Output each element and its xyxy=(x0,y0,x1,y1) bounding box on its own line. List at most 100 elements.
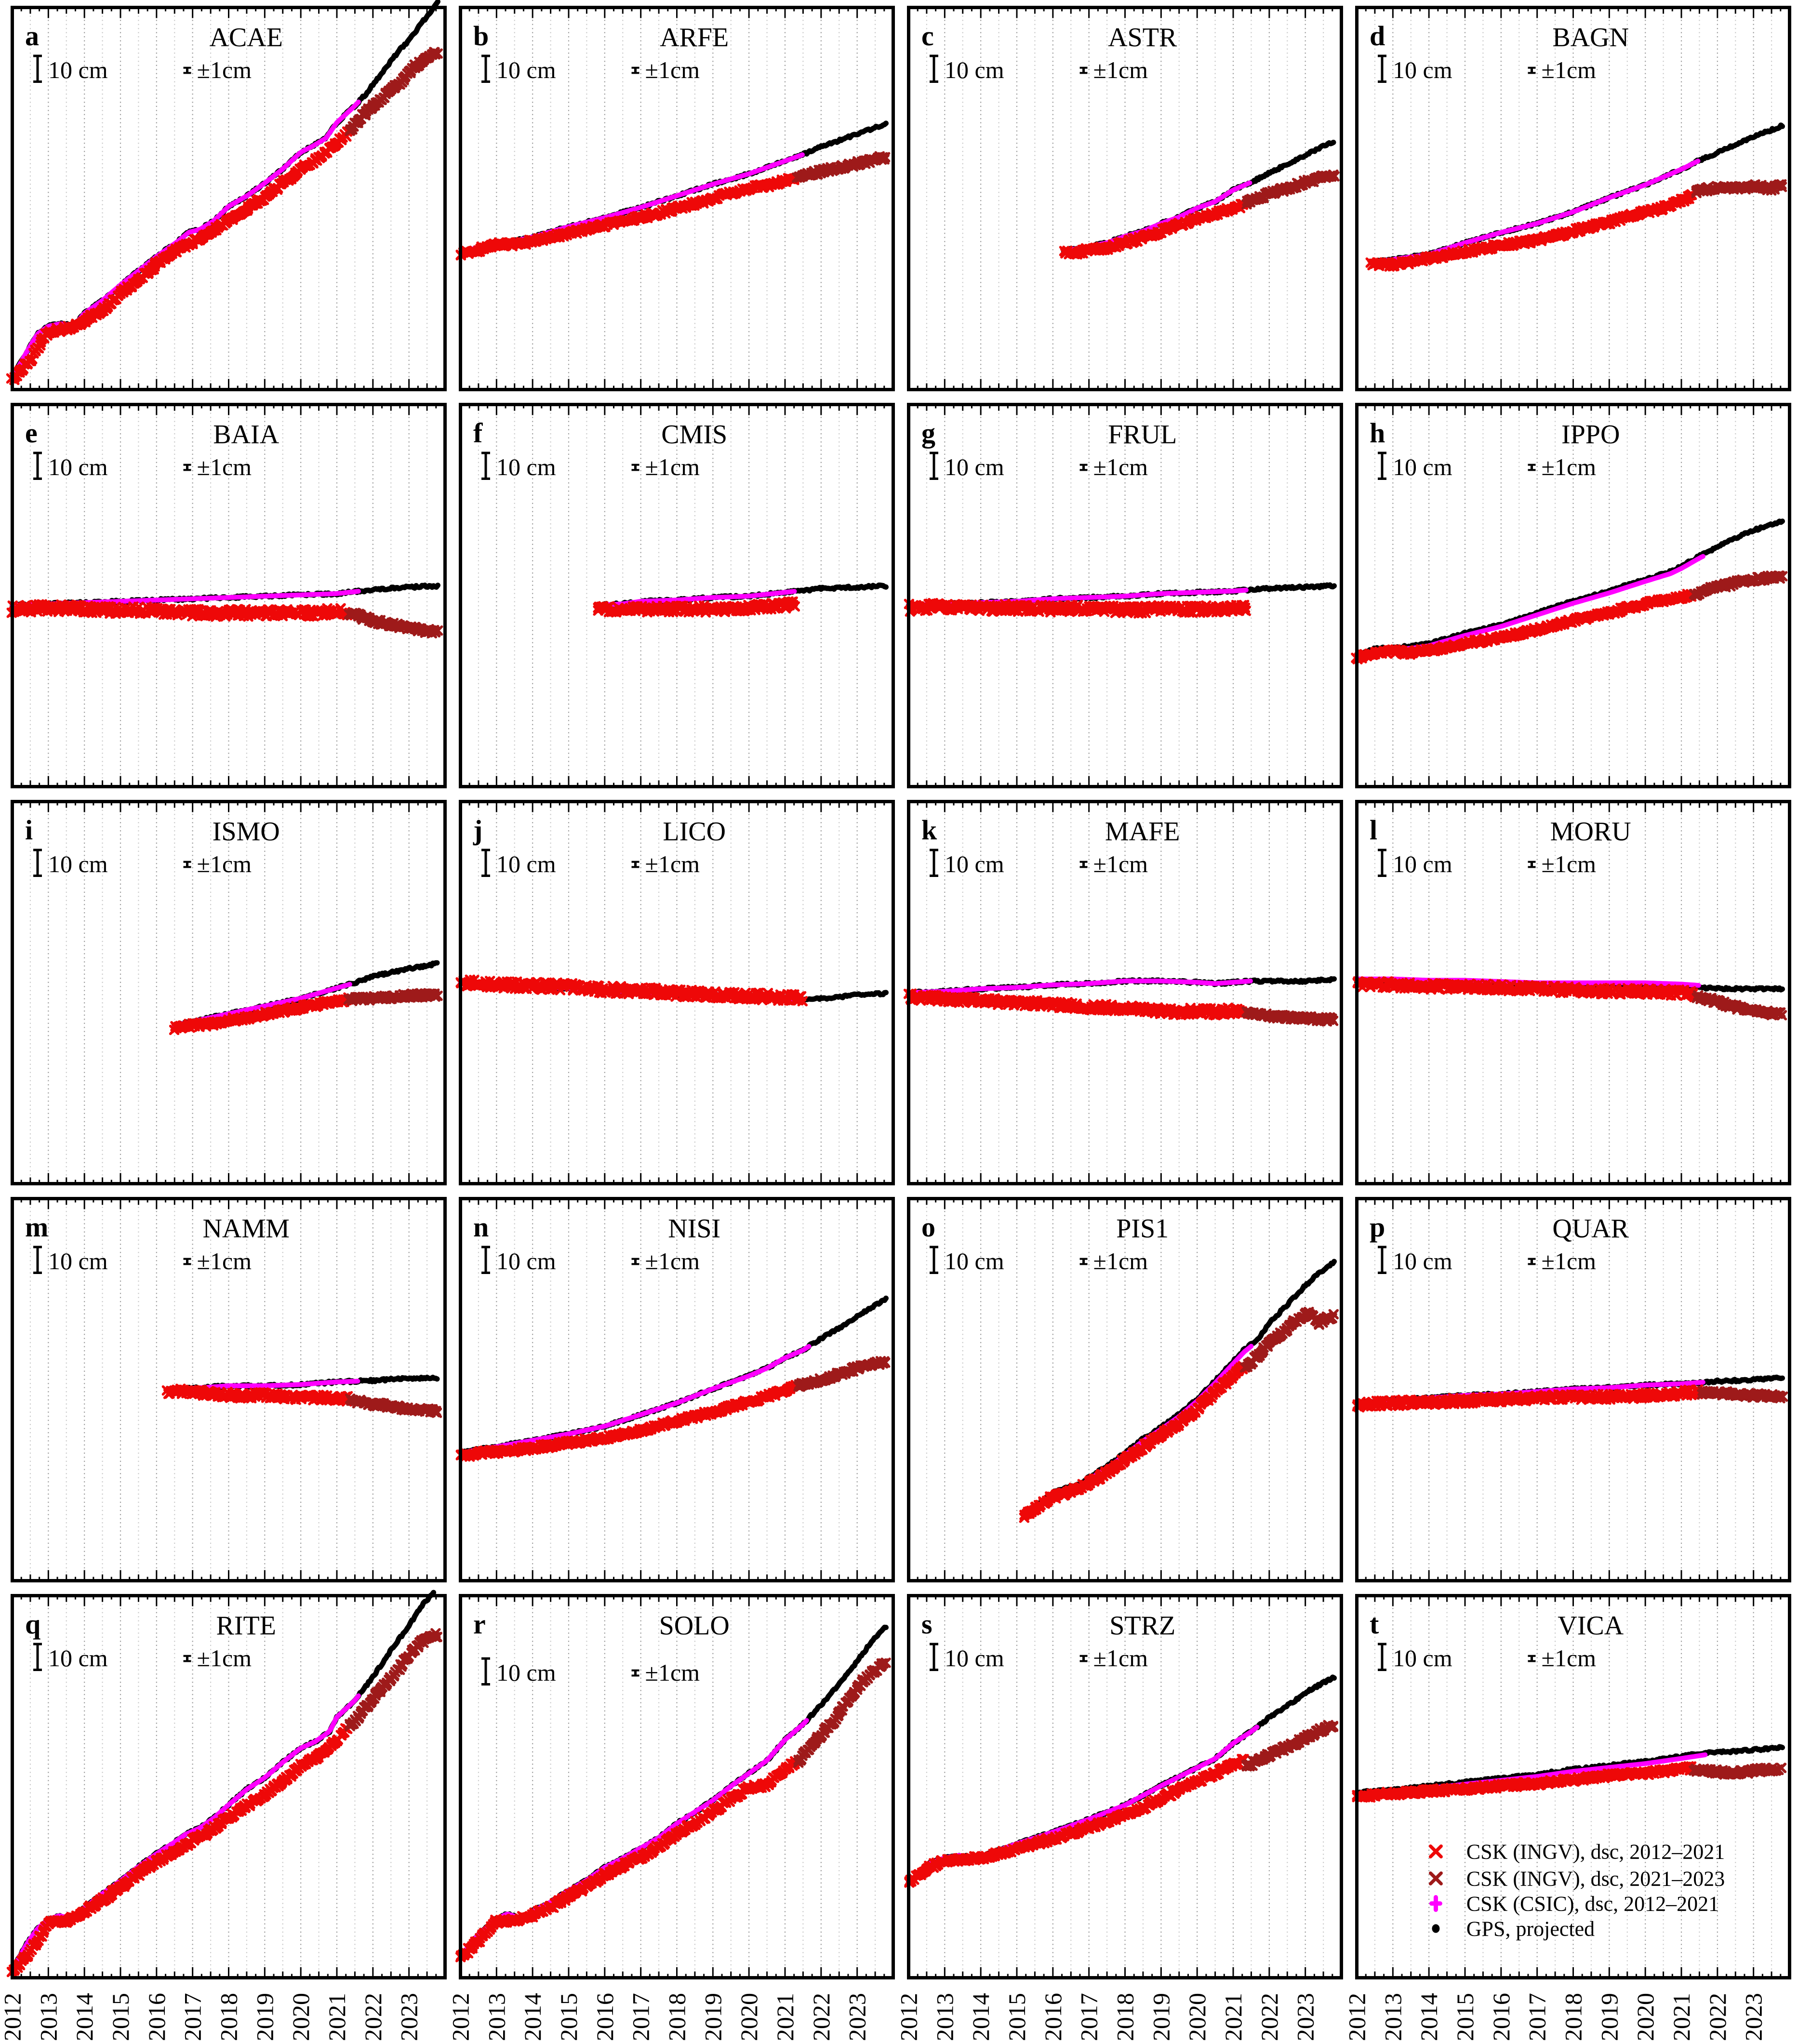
error-bar-1cm: ±1cm xyxy=(1079,453,1148,480)
panel-title: ISMO xyxy=(213,817,280,847)
panel-border xyxy=(1355,403,1791,788)
series-csk-ingv-2021-2023 xyxy=(345,1628,442,1731)
legend-item-0: CSK (INGV), dsc, 2012–2021 xyxy=(1428,1840,1725,1863)
year-tick-label: 2013 xyxy=(483,1993,510,2041)
panel-solo: r SOLO 10 cm ±1cm xyxy=(455,1594,895,1979)
series-csk-ingv-2012-2021 xyxy=(903,988,1248,1021)
year-tick-label: 2016 xyxy=(1488,1993,1515,2041)
scale-bar-10cm: 10 cm xyxy=(930,1246,1004,1274)
year-tick-label: 2018 xyxy=(215,1993,242,2041)
panel-vica: t VICA 10 cm ±1cm CSK (INGV), dsc, 2012–2021… xyxy=(1352,1594,1791,1979)
legend-marker-plus-icon xyxy=(1429,1895,1442,1912)
panel-astr: c ASTR 10 cm ±1cm xyxy=(907,6,1343,391)
scale-bar-label: 10 cm xyxy=(945,1645,1004,1672)
series-csk-ingv-2012-2021 xyxy=(161,1383,353,1407)
panel-baia: e BAIA 10 cm ±1cm xyxy=(6,403,447,788)
plot-pis1: o PIS1 10 cm ±1cm xyxy=(907,1197,1343,1582)
plot-nisi: n NISI 10 cm ±1cm xyxy=(455,1197,895,1582)
panel-letter: l xyxy=(1370,814,1377,846)
year-tick-label: 2016 xyxy=(591,1993,618,2041)
year-tick-label: 2021 xyxy=(323,1993,350,2041)
error-bar-label: ±1cm xyxy=(1542,56,1597,83)
series-csk-ingv-2021-2023 xyxy=(1691,179,1787,199)
error-bar-1cm: ±1cm xyxy=(631,56,700,83)
panel-title: ARFE xyxy=(660,23,729,53)
series-csk-ingv-2021-2023 xyxy=(793,1356,891,1392)
year-tick-label: 2019 xyxy=(1596,1993,1623,2041)
scale-bar-label: 10 cm xyxy=(945,850,1004,877)
error-bar-1cm: ±1cm xyxy=(631,453,700,480)
scale-bar-label: 10 cm xyxy=(496,1659,556,1686)
series-csk-ingv-2021-2023 xyxy=(344,608,443,638)
panel-acae: a ACAE 10 cm ±1cm xyxy=(6,0,447,391)
error-bar-1cm: ±1cm xyxy=(1079,56,1148,83)
panel-title: MAFE xyxy=(1105,817,1180,847)
panel-border xyxy=(459,6,895,391)
year-tick-label: 2018 xyxy=(1112,1993,1139,2041)
panel-border xyxy=(907,800,1343,1185)
panel-rite: q RITE 10 cm ±1cm xyxy=(6,1590,447,1979)
panel-letter: c xyxy=(921,20,934,52)
plot-moru: l MORU 10 cm ±1cm xyxy=(1352,800,1791,1185)
plot-arfe: b ARFE 10 cm ±1cm xyxy=(455,6,895,391)
error-bar-1cm: ±1cm xyxy=(183,850,252,877)
series-csk-ingv-2021-2023 xyxy=(1697,1385,1788,1404)
year-tick-label: 2019 xyxy=(699,1993,726,2041)
legend-marker-x-icon xyxy=(1428,1871,1443,1885)
legend-label: CSK (INGV), dsc, 2021–2023 xyxy=(1466,1867,1725,1890)
scale-bar-10cm: 10 cm xyxy=(930,54,1004,83)
panel-namm: m NAMM 10 cm ±1cm xyxy=(11,1197,447,1582)
panel-title: VICA xyxy=(1558,1611,1624,1641)
year-tick-label: 2017 xyxy=(179,1993,206,2041)
panel-letter: k xyxy=(921,814,937,846)
series-csk-ingv-2012-2021 xyxy=(1351,589,1697,664)
series-csk-ingv-2012-2021 xyxy=(6,126,353,385)
error-bar-1cm: ±1cm xyxy=(1528,453,1596,480)
legend-item-2: CSK (CSIC), dsc, 2012–2021 xyxy=(1429,1892,1719,1915)
panel-title: BAGN xyxy=(1552,23,1629,53)
plot-frul: g FRUL 10 cm ±1cm xyxy=(904,403,1343,788)
plot-baia: e BAIA 10 cm ±1cm xyxy=(6,403,447,788)
year-tick-label: 2014 xyxy=(519,1993,546,2041)
series-csk-ingv-2012-2021 xyxy=(1365,189,1697,272)
error-bar-label: ±1cm xyxy=(197,1248,252,1274)
error-bar-label: ±1cm xyxy=(1093,1645,1148,1672)
panel-lico: j LICO 10 cm ±1cm xyxy=(455,800,895,1185)
year-tick-label: 2021 xyxy=(772,1993,799,2041)
year-tick-label: 2022 xyxy=(360,1993,386,2041)
panel-quar: p QUAR 10 cm ±1cm xyxy=(1352,1197,1791,1582)
panel-title: SOLO xyxy=(659,1611,730,1641)
error-bar-label: ±1cm xyxy=(645,56,700,83)
plot-bagn: d BAGN 10 cm ±1cm xyxy=(1355,6,1791,391)
panel-letter: q xyxy=(25,1608,40,1640)
year-tick-label: 2017 xyxy=(627,1993,654,2041)
legend-item-1: CSK (INGV), dsc, 2021–2023 xyxy=(1428,1867,1725,1890)
series-csk-ingv-2021-2023 xyxy=(345,1393,442,1418)
scale-bar-10cm: 10 cm xyxy=(33,1643,108,1672)
panel-border xyxy=(459,1594,895,1979)
legend-marker-x-icon xyxy=(1428,1844,1443,1858)
error-bar-label: ±1cm xyxy=(1093,453,1148,480)
series-gps xyxy=(1368,122,1785,265)
error-bar-1cm: ±1cm xyxy=(1528,1248,1596,1274)
x-axis-year-labels-col2: 2012 2013 2014 2015 2016 2017 2018 2019 2020 2021… xyxy=(447,1981,895,2043)
series-csk-ingv-2021-2023 xyxy=(793,1658,891,1768)
panel-title: FRUL xyxy=(1108,420,1177,450)
error-bar-1cm: ±1cm xyxy=(631,850,700,877)
series-csk-ingv-2012-2021 xyxy=(593,596,800,618)
panel-letter: i xyxy=(25,814,33,846)
scale-bar-label: 10 cm xyxy=(1393,1645,1452,1672)
series-gps xyxy=(458,120,889,256)
year-tick-label: 2013 xyxy=(1379,1993,1406,2041)
year-tick-label: 2013 xyxy=(931,1993,958,2041)
plot-mafe: k MAFE 10 cm ±1cm xyxy=(903,800,1343,1185)
panel-letter: m xyxy=(25,1211,48,1243)
panel-border xyxy=(907,1197,1343,1582)
panel-cmis: f CMIS 10 cm ±1cm xyxy=(459,403,895,788)
year-tick-label: 2023 xyxy=(844,1993,871,2041)
plot-astr: c ASTR 10 cm ±1cm xyxy=(907,6,1343,391)
scale-bar-label: 10 cm xyxy=(1393,453,1452,480)
year-tick-label: 2023 xyxy=(1740,1993,1767,2041)
year-tick-label: 2023 xyxy=(396,1993,423,2041)
series-csk-ingv-2021-2023 xyxy=(345,47,443,136)
